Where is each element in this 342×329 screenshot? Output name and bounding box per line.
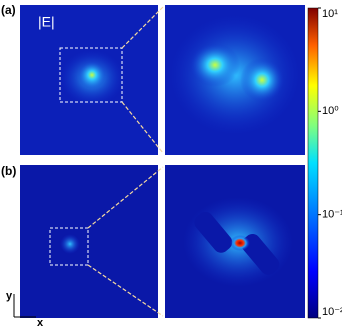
axis-icon bbox=[13, 294, 36, 318]
colorbar-tick-label: 10¹ bbox=[322, 8, 338, 20]
colorbar-tick-label: 10⁰ bbox=[322, 105, 339, 117]
field-map bbox=[194, 211, 233, 253]
zoom-arrow bbox=[87, 264, 164, 317]
field-maps bbox=[20, 5, 305, 318]
field-label: |E| bbox=[38, 14, 55, 30]
field-map bbox=[60, 234, 80, 254]
zoom-arrows bbox=[87, 6, 164, 317]
axis-label: y bbox=[6, 290, 13, 302]
colorbar-tick-label: 10⁻² bbox=[322, 306, 342, 318]
zoom-boxes bbox=[49, 47, 123, 266]
field-map bbox=[241, 233, 280, 275]
zoom-arrow bbox=[87, 166, 164, 229]
field-map bbox=[230, 235, 250, 251]
zoom-box bbox=[59, 47, 123, 103]
zoom-arrow bbox=[121, 6, 164, 49]
colorbar bbox=[307, 7, 319, 319]
field-map bbox=[78, 61, 106, 89]
colorbar-tick-label: 10⁻¹ bbox=[322, 209, 342, 221]
field-map bbox=[190, 43, 240, 87]
field-map bbox=[240, 58, 284, 102]
zoom-box bbox=[49, 227, 89, 266]
axis-label: x bbox=[37, 317, 44, 329]
panel-label: (b) bbox=[1, 164, 16, 178]
zoom-arrow bbox=[121, 101, 164, 154]
panel-label: (a) bbox=[1, 3, 16, 17]
